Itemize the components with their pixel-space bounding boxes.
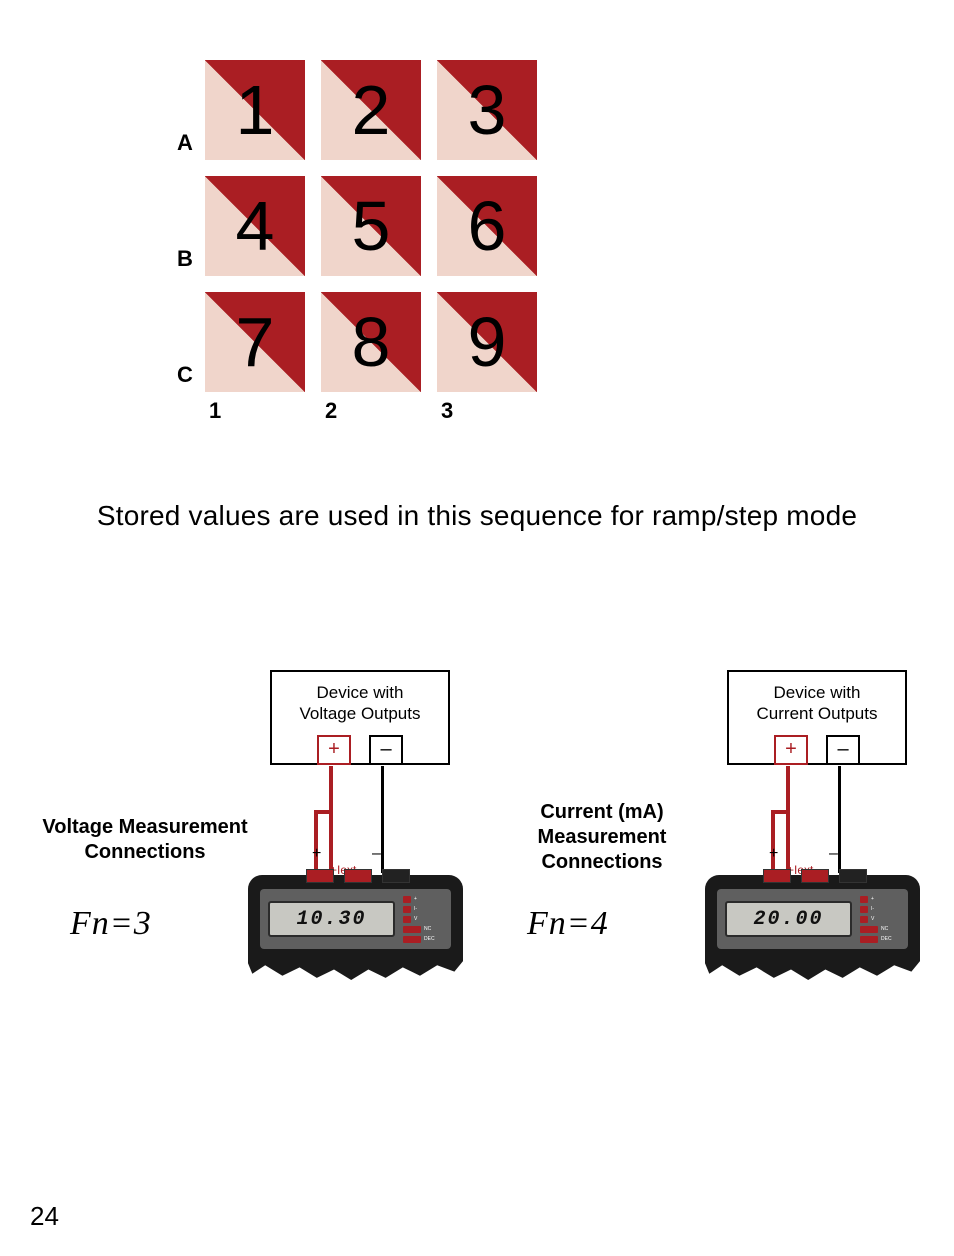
- page-number: 24: [30, 1201, 59, 1232]
- voltage-diagram: Device with Voltage Outputs + – + – +Iex…: [30, 670, 467, 1070]
- terminal-positive: +: [317, 735, 351, 765]
- meter-port-red: [801, 869, 829, 883]
- meter-port-black: [839, 869, 867, 883]
- grid-row-a: A 1 2 3: [205, 60, 537, 160]
- col-label-2: 2: [321, 398, 421, 424]
- row-label-b: B: [177, 246, 193, 272]
- grid-cell: 4: [205, 176, 305, 276]
- device-line2: Current Outputs: [757, 704, 878, 723]
- port-sublabels: + –: [769, 845, 778, 863]
- grid-cell: 1: [205, 60, 305, 160]
- wire-black: [381, 766, 384, 873]
- meter-port-red: [306, 869, 334, 883]
- grid-row-c: C 7 8 9: [205, 292, 537, 392]
- meter-current: 20.00 + I- V NC DEC: [705, 875, 920, 980]
- grid-cell: 9: [437, 292, 537, 392]
- meter-buttons: + I- V NC DEC: [403, 896, 443, 943]
- sequence-grid: A 1 2 3 B 4 5 6 C 7 8 9 1 2 3: [205, 60, 537, 424]
- caption-text: Stored values are used in this sequence …: [0, 500, 954, 532]
- current-diagram: Device with Current Outputs + – + – +Iex…: [487, 670, 924, 1070]
- row-label-c: C: [177, 362, 193, 388]
- grid-cell: 6: [437, 176, 537, 276]
- wire-black: [838, 766, 841, 873]
- grid-cell: 3: [437, 60, 537, 160]
- meter-buttons: + I- V NC DEC: [860, 896, 900, 943]
- wire-red: [329, 766, 333, 873]
- terminal-positive: +: [774, 735, 808, 765]
- terminal-negative: –: [826, 735, 860, 765]
- diagram-title-voltage: Voltage Measurement Connections: [30, 815, 260, 865]
- col-label-3: 3: [437, 398, 537, 424]
- wire-red: [771, 810, 775, 873]
- lcd-display: 10.30: [268, 901, 395, 937]
- port-sublabels: + –: [312, 845, 321, 863]
- wire-red: [314, 810, 318, 873]
- terminal-negative: –: [369, 735, 403, 765]
- meter-voltage: 10.30 + I- V NC DEC: [248, 875, 463, 980]
- device-line2: Voltage Outputs: [300, 704, 421, 723]
- device-box-current: Device with Current Outputs + –: [727, 670, 907, 765]
- wire-red: [786, 766, 790, 873]
- grid-cell: 5: [321, 176, 421, 276]
- fn-label-current: Fn=4: [527, 905, 609, 943]
- meter-port-black: [382, 869, 410, 883]
- grid-cell: 7: [205, 292, 305, 392]
- col-label-1: 1: [205, 398, 305, 424]
- grid-cell: 2: [321, 60, 421, 160]
- fn-label-voltage: Fn=3: [70, 905, 152, 943]
- meter-port-red: [344, 869, 372, 883]
- grid-row-b: B 4 5 6: [205, 176, 537, 276]
- device-line1: Device with: [774, 683, 861, 702]
- diagram-title-current: Current (mA) Measurement Connections: [487, 800, 717, 875]
- lcd-display: 20.00: [725, 901, 852, 937]
- grid-cell: 8: [321, 292, 421, 392]
- meter-port-red: [763, 869, 791, 883]
- row-label-a: A: [177, 130, 193, 156]
- device-line1: Device with: [317, 683, 404, 702]
- device-box-voltage: Device with Voltage Outputs + –: [270, 670, 450, 765]
